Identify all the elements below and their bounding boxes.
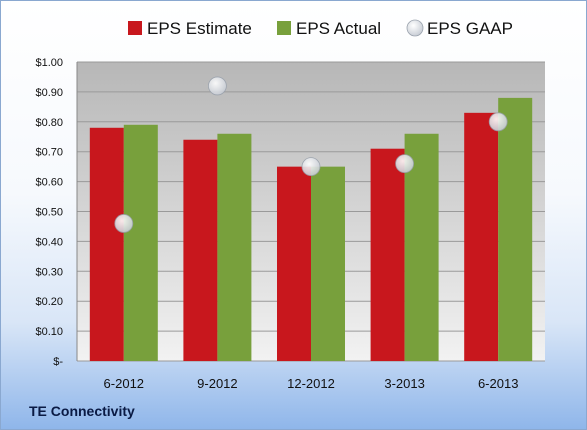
eps-estimate-bar xyxy=(277,166,311,361)
eps-estimate-bar xyxy=(464,112,499,361)
x-tick-label: 3-2013 xyxy=(384,376,424,391)
y-tick-label: $0.20 xyxy=(35,296,63,308)
eps-estimate-bar xyxy=(183,139,218,361)
eps-estimate-legend-label: EPS Estimate xyxy=(147,19,252,38)
y-axis-ticks: $- $0.10 $0.20 $0.30 $0.40 $0.50 $0.60 $0.70 $0.… xyxy=(35,57,63,368)
eps-gaap-legend-label: EPS GAAP xyxy=(427,19,513,38)
y-tick-label: $0.50 xyxy=(35,207,63,219)
eps-estimate-legend-swatch xyxy=(128,21,142,35)
y-tick-label: $0.10 xyxy=(35,326,63,338)
x-axis-ticks: 6-2012 9-2012 12-2012 3-2013 6-2013 xyxy=(104,376,519,391)
x-tick-label: 9-2012 xyxy=(197,376,237,391)
y-tick-label: $1.00 xyxy=(35,57,63,69)
legend: EPS Estimate EPS Actual EPS GAAP xyxy=(128,19,513,38)
eps-actual-bar xyxy=(123,124,158,361)
gaap-markers xyxy=(114,76,508,233)
eps-actual-bar xyxy=(404,133,439,361)
eps-gaap-marker xyxy=(207,76,227,96)
y-tick-label: $0.80 xyxy=(35,117,63,129)
eps-actual-bar xyxy=(217,133,252,361)
y-tick-label: $0.90 xyxy=(35,87,63,99)
eps-estimate-bar xyxy=(89,127,124,361)
eps-gaap-marker xyxy=(114,214,134,233)
eps-actual-legend-swatch xyxy=(277,21,291,35)
y-tick-label: $0.60 xyxy=(35,177,63,189)
bar-series xyxy=(89,97,533,361)
y-tick-label: $0.40 xyxy=(35,236,63,248)
eps-gaap-marker xyxy=(488,112,508,132)
eps-gaap-marker xyxy=(395,154,415,174)
y-tick-label: $0.30 xyxy=(35,266,63,278)
eps-actual-bar xyxy=(311,166,345,361)
y-tick-label: $- xyxy=(53,356,63,368)
eps-gaap-marker xyxy=(301,157,321,177)
eps-gaap-legend-swatch xyxy=(406,19,424,37)
x-tick-label: 12-2012 xyxy=(287,376,335,391)
company-label: TE Connectivity xyxy=(29,403,135,419)
eps-estimate-bar xyxy=(370,148,405,361)
x-tick-label: 6-2012 xyxy=(104,376,144,391)
eps-actual-legend-label: EPS Actual xyxy=(296,19,381,38)
eps-actual-bar xyxy=(498,97,533,361)
y-tick-label: $0.70 xyxy=(35,147,63,159)
x-tick-label: 6-2013 xyxy=(478,376,518,391)
